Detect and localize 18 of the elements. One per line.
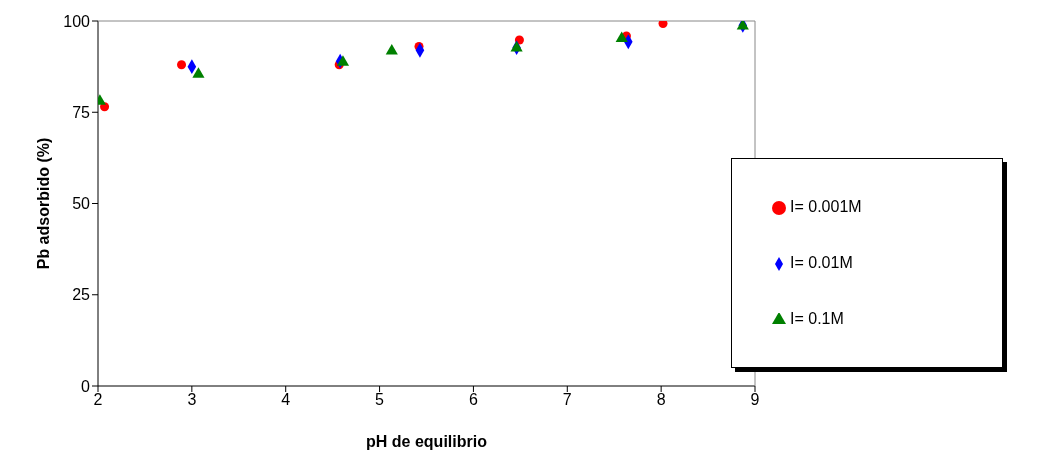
x-tick-label: 4 <box>281 391 291 409</box>
y-tick-label: 25 <box>72 286 91 304</box>
x-tick-label: 2 <box>93 391 103 409</box>
y-tick-label: 75 <box>72 103 91 121</box>
legend-label: I= 0.001M <box>790 198 862 215</box>
y-tick-label: 100 <box>63 12 91 30</box>
x-tick-label: 5 <box>375 391 385 409</box>
y-tick-label: 0 <box>81 377 91 395</box>
y-axis-title: Pb adsorbido (%) <box>34 137 52 270</box>
x-axis-title: pH de equilibrio <box>366 433 488 451</box>
x-tick-label: 8 <box>656 391 666 409</box>
y-tick-label: 50 <box>72 195 91 213</box>
x-tick-label: 6 <box>468 391 478 409</box>
x-tick-label: 7 <box>562 391 572 409</box>
legend-label: I= 0.1M <box>790 310 844 327</box>
legend-label: I= 0.01M <box>790 254 853 271</box>
x-tick-label: 3 <box>187 391 197 409</box>
x-tick-label: 9 <box>750 391 760 409</box>
